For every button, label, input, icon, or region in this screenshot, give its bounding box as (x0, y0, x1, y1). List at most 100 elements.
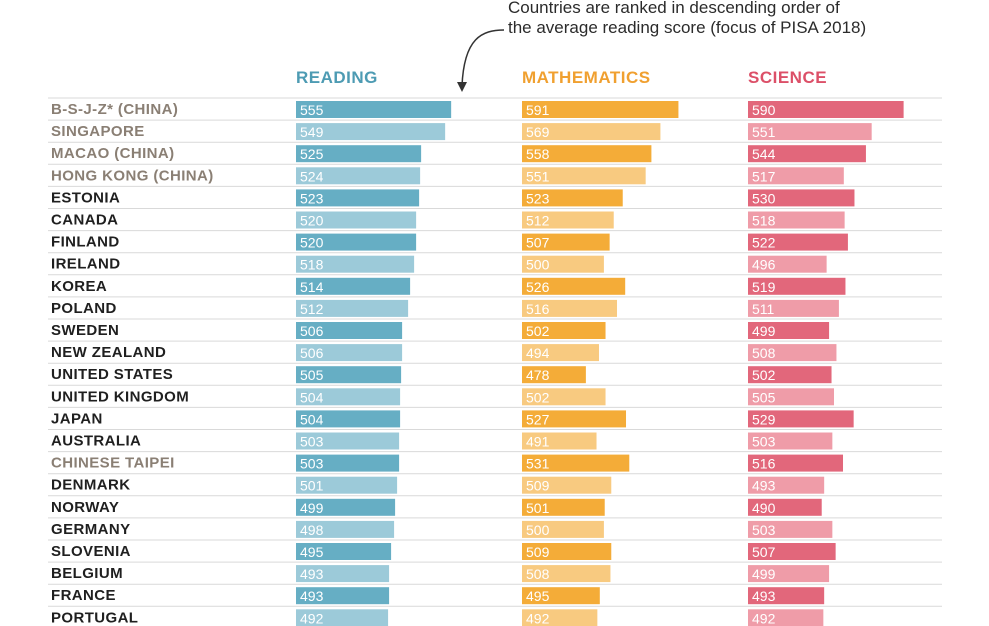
country-label: FINLAND (51, 234, 120, 251)
science-bar (748, 233, 848, 251)
reading-value-label: 498 (300, 522, 324, 538)
mathematics-bar (522, 498, 605, 516)
mathematics-bar (522, 233, 610, 251)
mathematics-value-label: 558 (526, 146, 550, 162)
reading-value-label: 492 (300, 610, 324, 626)
mathematics-value-label: 569 (526, 124, 550, 140)
mathematics-value-label: 494 (526, 345, 550, 361)
science-bar (748, 123, 872, 141)
mathematics-value-label: 507 (526, 235, 550, 251)
ranking-note-arrow (457, 29, 505, 92)
science-bar (748, 277, 846, 295)
country-label: HONG KONG (CHINA) (51, 167, 214, 184)
science-value-label: 507 (752, 544, 776, 560)
reading-bar (296, 587, 390, 605)
reading-value-label: 549 (300, 124, 324, 140)
mathematics-value-label: 509 (526, 544, 550, 560)
mathematics-value-label: 516 (526, 301, 550, 317)
science-bar (748, 167, 844, 185)
science-value-label: 551 (752, 124, 776, 140)
mathematics-bar (522, 123, 661, 141)
reading-bar (296, 520, 395, 538)
science-value-label: 503 (752, 434, 776, 450)
science-bar (748, 145, 866, 163)
country-label: JAPAN (51, 410, 103, 427)
mathematics-value-label: 502 (526, 323, 550, 339)
reading-bar (296, 432, 400, 450)
science-value-label: 590 (752, 102, 776, 118)
reading-bar (296, 498, 396, 516)
mathematics-bar (522, 145, 652, 163)
reading-value-label: 512 (300, 301, 324, 317)
ranking-note: Countries are ranked in descending order… (508, 0, 866, 38)
mathematics-value-label: 501 (526, 500, 550, 516)
reading-bar (296, 543, 392, 560)
mathematics-value-label: 523 (526, 190, 550, 206)
reading-value-label: 504 (300, 389, 324, 405)
mathematics-bar (522, 167, 646, 185)
mathematics-bar (522, 277, 626, 295)
country-label: UNITED KINGDOM (51, 388, 189, 405)
mathematics-bar (522, 587, 600, 605)
reading-bar (296, 410, 401, 428)
reading-value-label: 520 (300, 235, 324, 251)
mathematics-bar (522, 520, 604, 538)
country-label: MACAO (CHINA) (51, 145, 175, 162)
science-value-label: 502 (752, 367, 776, 383)
reading-bar (296, 609, 389, 626)
mathematics-value-label: 531 (526, 456, 550, 472)
mathematics-bar (522, 432, 597, 450)
science-value-label: 499 (752, 566, 776, 582)
reading-bar (296, 123, 446, 141)
science-value-label: 492 (752, 610, 776, 626)
mathematics-value-label: 527 (526, 411, 550, 427)
mathematics-bar (522, 410, 627, 428)
mathematics-value-label: 500 (526, 522, 550, 538)
reading-bar (296, 145, 422, 163)
country-label: BELGIUM (51, 565, 123, 582)
reading-bar (296, 167, 421, 185)
mathematics-bar (522, 388, 606, 406)
ranking-note-line-1: Countries are ranked in descending order… (508, 0, 840, 17)
science-value-label: 493 (752, 478, 776, 494)
reading-value-label: 503 (300, 456, 324, 472)
science-value-label: 530 (752, 190, 776, 206)
science-bar (748, 565, 830, 583)
reading-value-label: 523 (300, 190, 324, 206)
reading-value-label: 514 (300, 279, 324, 295)
science-bar (748, 255, 827, 273)
science-bar (748, 322, 830, 339)
mathematics-bar (522, 255, 604, 273)
mathematics-value-label: 500 (526, 257, 550, 273)
science-value-label: 522 (752, 235, 776, 251)
reading-value-label: 506 (300, 323, 324, 339)
mathematics-bar (522, 476, 612, 494)
science-bar (748, 101, 904, 118)
country-label: DENMARK (51, 477, 130, 494)
country-label: CANADA (51, 212, 118, 229)
reading-bar (296, 454, 400, 472)
reading-bar (296, 299, 409, 317)
mathematics-bar (522, 101, 679, 118)
science-value-label: 505 (752, 389, 776, 405)
country-label: NORWAY (51, 499, 119, 516)
mathematics-value-label: 508 (526, 566, 550, 582)
science-value-label: 490 (752, 500, 776, 516)
mathematics-bar (522, 543, 612, 560)
science-value-label: 529 (752, 411, 776, 427)
mathematics-value-label: 502 (526, 389, 550, 405)
country-label: SLOVENIA (51, 543, 131, 560)
science-bar (748, 211, 845, 229)
reading-value-label: 499 (300, 500, 324, 516)
country-label: KOREA (51, 278, 107, 295)
mathematics-bar (522, 565, 611, 583)
mathematics-bar (522, 299, 618, 317)
science-column-header: SCIENCE (748, 68, 828, 87)
science-value-label: 511 (752, 301, 775, 317)
country-label: IRELAND (51, 256, 120, 273)
country-label: CHINESE TAIPEI (51, 455, 175, 472)
country-label: FRANCE (51, 587, 116, 604)
science-bar (748, 476, 825, 494)
mathematics-value-label: 526 (526, 279, 550, 295)
